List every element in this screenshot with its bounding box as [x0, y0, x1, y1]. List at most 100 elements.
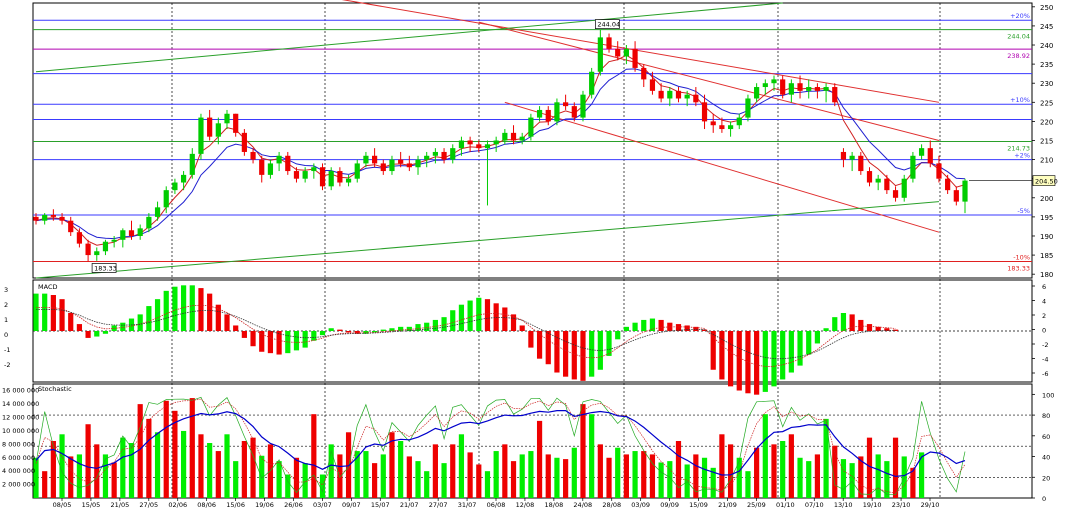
candle-body: [892, 190, 899, 198]
price-level-label: 183.33: [1007, 264, 1030, 272]
macd-histogram-bar: [354, 331, 360, 334]
candle-body: [172, 182, 178, 191]
candle-body: [936, 163, 942, 179]
macd-histogram-bar: [762, 331, 768, 392]
macd-right-tick-label: -6: [1042, 370, 1048, 378]
x-axis-tick-label: 06/08: [487, 501, 506, 509]
candle-body: [432, 151, 438, 156]
macd-histogram-bar: [180, 285, 187, 331]
macd-histogram-bar: [484, 299, 491, 331]
candle-body: [285, 155, 291, 172]
candle-body: [927, 148, 933, 164]
macd-histogram-bar: [814, 331, 821, 344]
candle-body: [59, 216, 65, 221]
trend-line: [478, 21, 940, 141]
price-axis-tick-label: 220: [1040, 118, 1053, 126]
price-axis-tick-label: 200: [1040, 195, 1053, 203]
macd-histogram-bar: [406, 326, 412, 331]
trend-line: [35, 2, 783, 73]
candle-body: [233, 113, 239, 133]
macd-right-tick-label: 2: [1042, 312, 1046, 320]
volume-bar: [354, 451, 360, 498]
volume-bar: [910, 467, 916, 498]
volume-bar: [693, 454, 699, 498]
x-axis-tick-label: 09/09: [660, 501, 679, 509]
volume-bar: [727, 444, 734, 498]
volume-bar: [450, 444, 456, 498]
candle-body: [111, 239, 117, 242]
x-axis-tick-label: 18/08: [544, 501, 563, 509]
volume-bar: [797, 457, 803, 498]
volume-bar: [536, 420, 543, 498]
low-marker-label: 183.33: [94, 264, 117, 272]
macd-histogram-bar: [328, 328, 334, 331]
candle-body: [858, 155, 864, 172]
macd-histogram-bar: [849, 314, 855, 331]
price-axis-tick-label: 250: [1040, 4, 1053, 12]
candle-body: [372, 155, 378, 164]
x-axis-tick-label: 29/10: [921, 501, 940, 509]
macd-histogram-bar: [85, 331, 91, 338]
volume-bar: [563, 459, 569, 498]
volume-bar: [311, 414, 317, 498]
macd-histogram-bar: [146, 306, 152, 331]
candle-body: [389, 159, 395, 172]
volume-bar: [892, 437, 899, 498]
volume-bar: [866, 437, 873, 498]
price-axis-tick-label: 225: [1040, 99, 1053, 107]
macd-histogram-bar: [198, 288, 204, 331]
price-axis-tick-label: 230: [1040, 80, 1053, 88]
candle-body: [641, 67, 647, 80]
macd-histogram-bar: [345, 331, 352, 333]
macd-histogram-bar: [189, 285, 195, 331]
candle-body: [50, 214, 56, 217]
macd-histogram-bar: [207, 293, 213, 331]
volume-bar: [641, 451, 647, 498]
candle-body: [120, 230, 126, 240]
volume-bar: [372, 463, 378, 498]
volume-bar: [59, 434, 65, 498]
macd-signal-line: [36, 304, 896, 367]
volume-bar: [189, 398, 195, 498]
candle-body: [450, 148, 456, 160]
volume-bar: [580, 404, 586, 498]
volume-bar: [615, 447, 621, 498]
volume-bar: [293, 457, 300, 498]
macd-left-tick-label: -2: [4, 361, 10, 369]
candle-body: [154, 207, 161, 217]
candle-body: [745, 98, 751, 118]
macd-right-tick-label: 6: [1042, 283, 1046, 291]
price-level-label: -10%: [1013, 253, 1030, 261]
x-axis-tick-label: 09/07: [342, 501, 361, 509]
volume-bar: [241, 441, 247, 498]
candle-body: [198, 117, 204, 154]
volume-bar: [215, 451, 221, 498]
price-axis-tick-label: 235: [1040, 61, 1053, 69]
macd-histogram-bar: [68, 313, 74, 331]
macd-histogram-bar: [33, 293, 39, 331]
candle-body: [224, 113, 230, 124]
x-axis-tick-label: 21/05: [110, 501, 129, 509]
price-level-label: -5%: [1017, 207, 1030, 215]
candle-body: [615, 48, 621, 57]
macd-histogram-bar: [719, 331, 725, 380]
macd-histogram-bar: [840, 313, 847, 331]
volume-bar: [771, 444, 777, 498]
candle-body: [910, 155, 916, 179]
volume-bar: [667, 461, 673, 498]
volume-bar: [623, 454, 629, 498]
candle-body: [719, 125, 725, 130]
volume-bar: [120, 437, 126, 498]
candle-body: [467, 140, 473, 145]
candle-body: [345, 178, 352, 183]
candle-body: [363, 155, 369, 164]
macd-left-tick-label: -1: [4, 346, 10, 354]
macd-histogram-bar: [319, 331, 326, 336]
x-axis-tick-label: 15/05: [82, 501, 101, 509]
stochastic-right-tick-label: 20: [1042, 474, 1050, 482]
volume-bar: [736, 457, 742, 498]
macd-histogram-bar: [571, 331, 577, 380]
candle-body: [415, 159, 421, 168]
x-axis-tick-label: 21/07: [400, 501, 419, 509]
